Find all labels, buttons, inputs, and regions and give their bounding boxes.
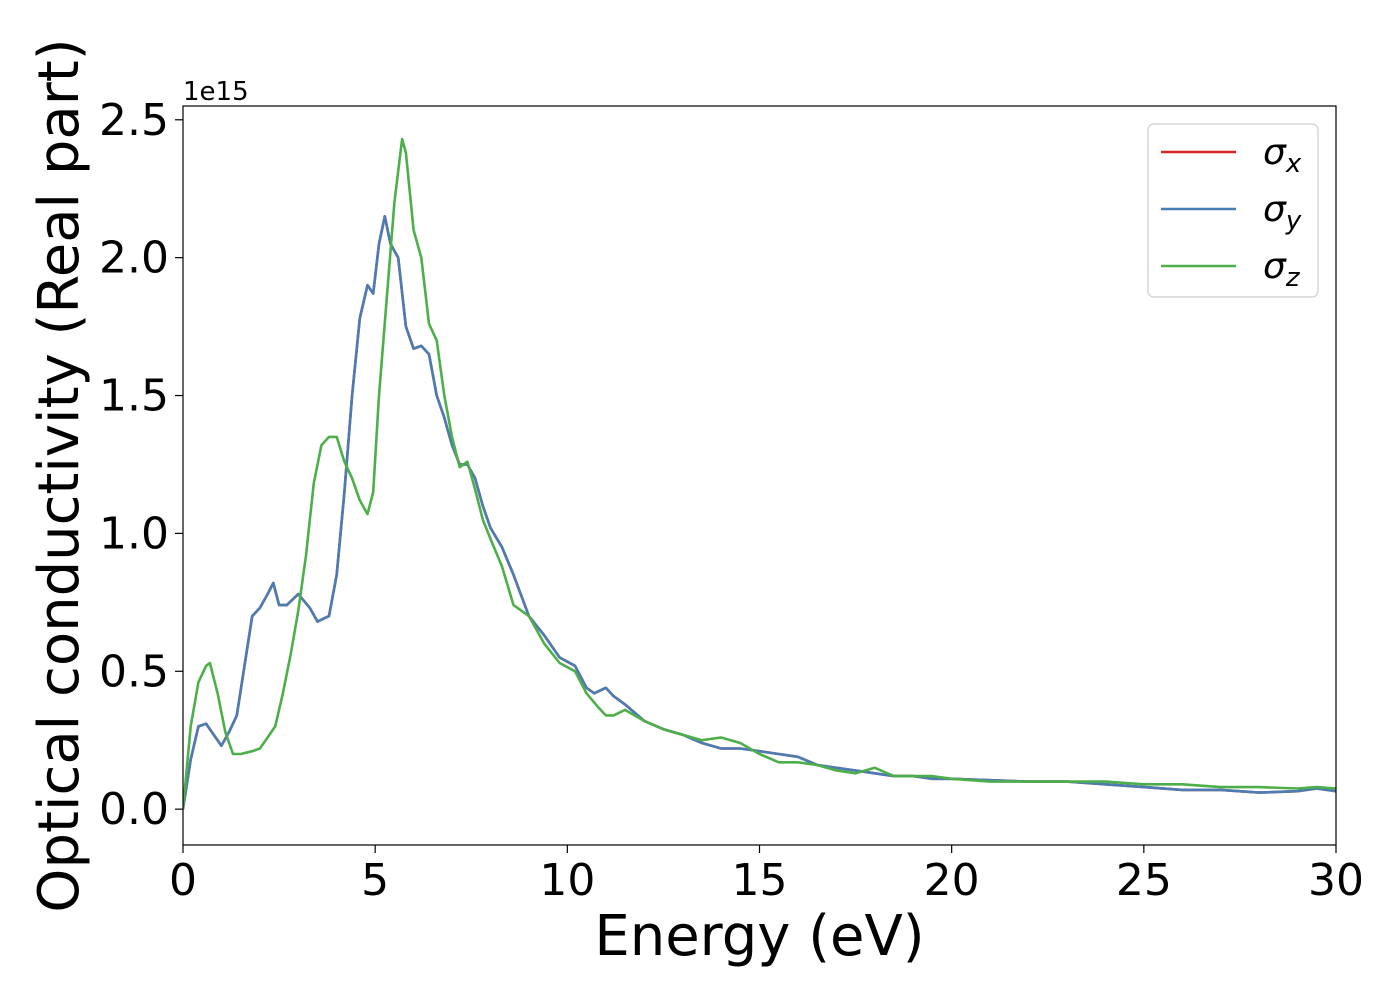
legend-box [1147,123,1319,298]
series-line-z [183,137,1336,810]
y-tick-label: 2.0 [99,233,169,284]
x-tick-label: 25 [1116,855,1172,906]
legend-label: σx [1263,132,1302,179]
y-axis: 0.0 0.5 1.0 1.5 2.0 2.5 [99,95,183,835]
legend-item-y: σy [1161,189,1302,236]
x-tick-label: 10 [539,855,595,906]
legend-item-z: σz [1161,246,1301,293]
y-tick-label: 0.5 [99,646,169,697]
y-tick-label: 2.5 [99,95,169,146]
y-tick-label: 1.0 [99,508,169,559]
series-line-y [183,215,1336,810]
y-axis-label: Optical conductivity (Real part) [27,38,92,912]
series-layer [183,137,1336,810]
x-tick-label: 5 [361,855,389,906]
y-tick-label: 1.5 [99,371,169,422]
legend-label: σy [1263,189,1302,236]
legend-item-x: σx [1161,132,1302,179]
legend-label: σz [1263,246,1301,293]
legend: σx σy σz [1147,123,1319,298]
x-axis-label: Energy (eV) [594,904,924,969]
y-offset-label: 1e15 [183,77,249,107]
x-tick-label: 15 [732,855,788,906]
x-tick-label: 0 [169,855,197,906]
y-tick-label: 0.0 [99,784,169,835]
x-tick-label: 20 [924,855,980,906]
x-tick-label: 30 [1308,855,1364,906]
series-line-x [183,215,1336,810]
x-axis: 0 5 10 15 20 25 30 [169,845,1364,906]
